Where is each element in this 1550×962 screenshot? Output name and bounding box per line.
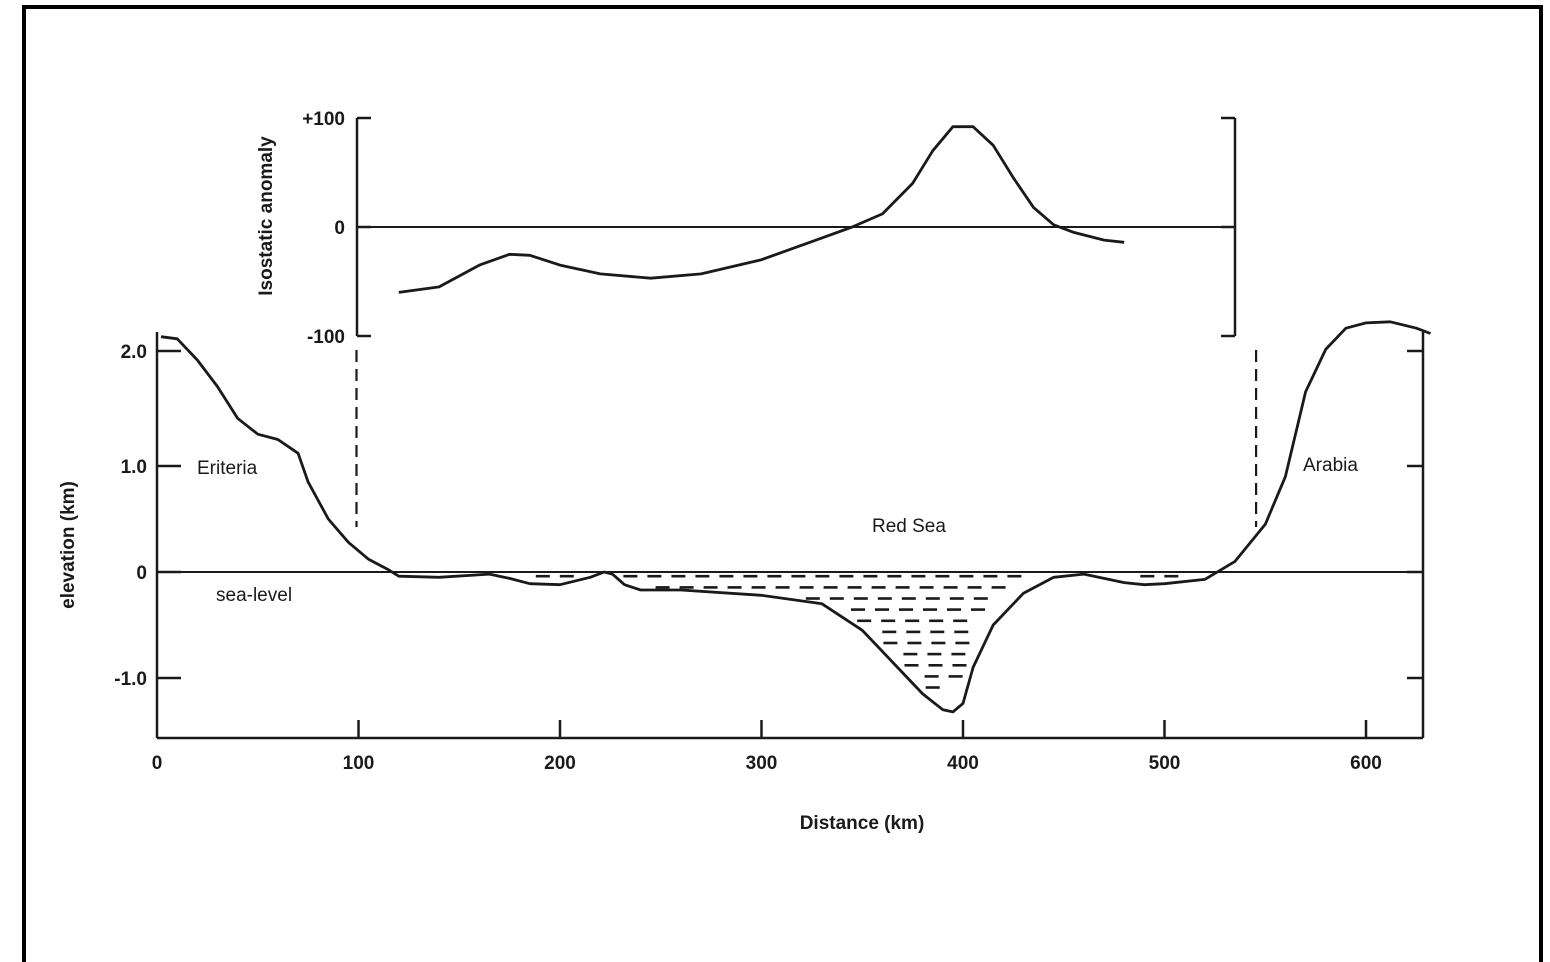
anomaly-curve [398,125,1125,294]
anomaly-tick-label: 0 [334,218,345,239]
distance-tick-label: 400 [947,753,979,774]
elevation-ticks: 2.0 1.0 0 -1.0 0 100 200 300 400 500 600 [114,342,1423,774]
distance-axis-title: Distance (km) [800,813,925,834]
water-fill [535,574,1179,689]
elevation-curve [160,320,1431,714]
anomaly-tick-label: -100 [307,327,345,348]
eritrea-label: Eriteria [197,458,258,479]
distance-tick-label: 200 [544,753,576,774]
elevation-tick-label: 2.0 [121,342,147,363]
arabia-label: Arabia [1303,455,1358,476]
anomaly-axes [355,118,1237,336]
distance-tick-label: 600 [1350,753,1382,774]
red-sea-label: Red Sea [872,516,946,537]
elevation-series-line [160,320,1431,714]
anomaly-axis-title: Isostatic anomaly [256,136,277,296]
elevation-axes [155,332,1425,740]
guide-lines [355,350,1258,527]
elevation-tick-label: 1.0 [121,457,147,478]
distance-tick-label: 500 [1149,753,1181,774]
figure-frame [22,5,1543,962]
sea-level-label: sea-level [216,585,292,606]
elevation-axis-title: elevation (km) [58,481,79,609]
distance-tick-label: 300 [746,753,778,774]
anomaly-series-line [398,125,1125,294]
elevation-tick-label: 0 [136,563,147,584]
distance-tick-label: 100 [343,753,375,774]
anomaly-ticks: +100 0 -100 [302,109,1235,348]
elevation-tick-label: -1.0 [114,669,147,690]
anomaly-tick-label: +100 [302,109,345,130]
distance-tick-label: 0 [152,753,163,774]
